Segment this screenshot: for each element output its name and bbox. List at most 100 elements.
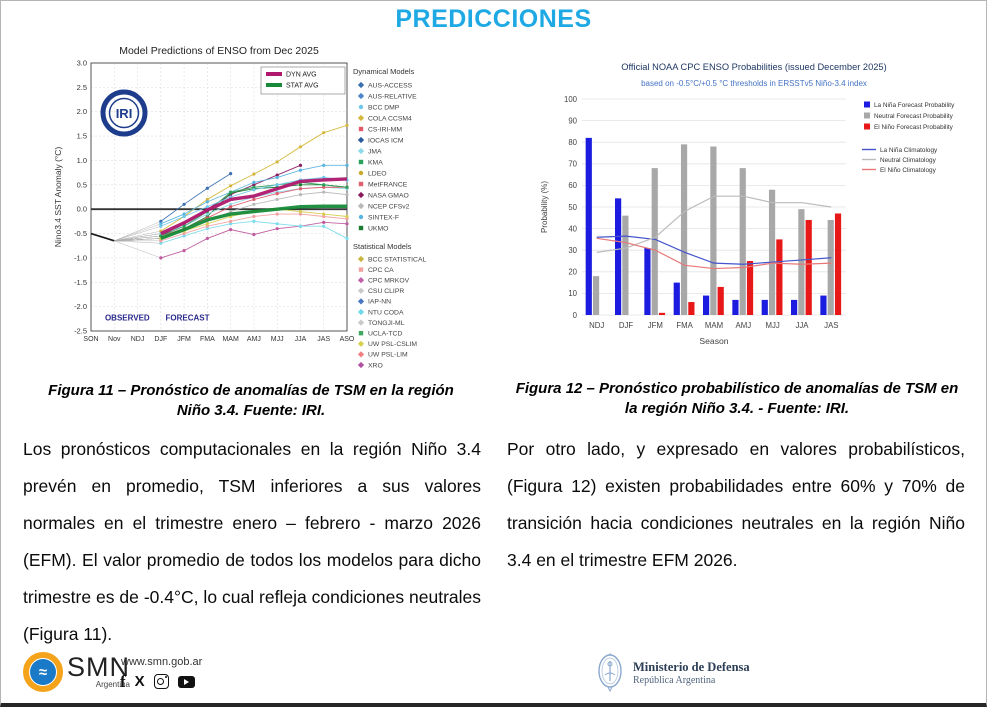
- svg-text:FMA: FMA: [676, 321, 693, 330]
- svg-text:Statistical Models: Statistical Models: [353, 242, 412, 251]
- svg-text:Nino3.4 SST Anomaly (°C): Nino3.4 SST Anomaly (°C): [53, 147, 63, 248]
- svg-text:2.0: 2.0: [77, 107, 87, 116]
- svg-text:Dynamical Models: Dynamical Models: [353, 67, 415, 76]
- svg-text:NDJ: NDJ: [131, 336, 145, 343]
- figure-12-caption: Figura 12 – Pronóstico probabilístico de…: [515, 380, 959, 418]
- smn-logo: ≈ SMN Argentina: [23, 652, 130, 692]
- svg-text:JMA: JMA: [368, 148, 382, 155]
- ministry-name: Ministerio de Defensa: [633, 660, 750, 674]
- paragraph-left: Los pronósticos computacionales en la re…: [23, 439, 481, 645]
- svg-text:MAM: MAM: [705, 321, 723, 330]
- svg-text:0.0: 0.0: [77, 205, 87, 214]
- svg-text:OBSERVED: OBSERVED: [105, 313, 150, 322]
- svg-text:10: 10: [568, 289, 577, 298]
- svg-text:MJJ: MJJ: [271, 336, 284, 343]
- figure-12-probability-chart: Official NOAA CPC ENSO Probabilities (is…: [534, 57, 974, 363]
- ministry-logo: Ministerio de Defensa República Argentin…: [595, 651, 750, 695]
- svg-text:AUS-ACCESS: AUS-ACCESS: [368, 82, 413, 89]
- svg-text:TONGJI-ML: TONGJI-ML: [368, 320, 405, 327]
- page-title: PREDICCIONES: [395, 5, 592, 33]
- svg-text:-2.0: -2.0: [74, 302, 87, 311]
- svg-text:20: 20: [568, 268, 577, 277]
- smn-logo-name: SMN: [67, 651, 130, 682]
- svg-text:DYN AVG: DYN AVG: [286, 72, 317, 79]
- svg-text:-1.5: -1.5: [74, 278, 87, 287]
- svg-text:LDEO: LDEO: [368, 170, 387, 177]
- enso-plume-svg: Model Predictions of ENSO from Dec 2025 3…: [51, 43, 457, 382]
- prob-subtitle: based on -0.5°C/+0.5 °C thresholds in ER…: [641, 79, 867, 88]
- svg-text:0: 0: [573, 311, 578, 320]
- svg-text:3.0: 3.0: [77, 59, 87, 68]
- svg-text:JJA: JJA: [796, 321, 810, 330]
- enso-probability-svg: Official NOAA CPC ENSO Probabilities (is…: [534, 57, 974, 368]
- svg-text:CPC CA: CPC CA: [368, 267, 394, 274]
- svg-text:IRI: IRI: [116, 106, 133, 121]
- smn-logo-ring-icon: ≈: [23, 652, 63, 692]
- svg-text:SON: SON: [83, 336, 98, 343]
- svg-text:-2.5: -2.5: [74, 327, 87, 336]
- svg-text:JAS: JAS: [317, 336, 330, 343]
- svg-text:2.5: 2.5: [77, 83, 87, 92]
- svg-text:Neutral Forecast Probability: Neutral Forecast Probability: [874, 113, 954, 120]
- svg-text:40: 40: [568, 224, 577, 233]
- plume-title: Model Predictions of ENSO from Dec 2025: [119, 45, 319, 57]
- svg-text:NDJ: NDJ: [589, 321, 604, 330]
- svg-text:30: 30: [568, 246, 577, 255]
- svg-text:COLA CCSM4: COLA CCSM4: [368, 115, 412, 122]
- svg-text:50: 50: [568, 203, 577, 212]
- svg-text:UW PSL-LIM: UW PSL-LIM: [368, 352, 408, 359]
- svg-text:0.5: 0.5: [77, 180, 87, 189]
- svg-text:Season: Season: [699, 336, 728, 346]
- svg-text:BCC STATISTICAL: BCC STATISTICAL: [368, 256, 427, 263]
- svg-text:DJF: DJF: [154, 336, 167, 343]
- argentina-coat-of-arms-icon: [598, 653, 622, 693]
- smn-logo-waves-icon: ≈: [30, 659, 56, 685]
- smn-logo-country: Argentina: [95, 680, 130, 690]
- smn-website-url: www.smn.gob.ar: [121, 656, 203, 668]
- svg-text:CPC MRKOV: CPC MRKOV: [368, 278, 410, 285]
- svg-text:90: 90: [568, 116, 577, 125]
- svg-text:70: 70: [568, 160, 577, 169]
- youtube-icon: [177, 675, 195, 688]
- svg-text:JAS: JAS: [824, 321, 838, 330]
- svg-text:XRO: XRO: [368, 362, 383, 369]
- svg-text:El Niño Forecast Probability: El Niño Forecast Probability: [874, 124, 954, 131]
- svg-text:CS-IRI-MM: CS-IRI-MM: [368, 126, 402, 133]
- svg-text:DJF: DJF: [619, 321, 634, 330]
- figure-11-caption: Figura 11 – Pronóstico de anomalías de T…: [48, 382, 454, 420]
- svg-text:Neutral Climatology: Neutral Climatology: [880, 157, 937, 164]
- svg-text:KMA: KMA: [368, 159, 383, 166]
- svg-text:Nov: Nov: [108, 336, 121, 343]
- svg-text:JFM: JFM: [648, 321, 663, 330]
- svg-text:-0.5: -0.5: [74, 229, 87, 238]
- facebook-icon: f: [120, 672, 126, 691]
- svg-text:JFM: JFM: [177, 336, 191, 343]
- svg-text:NASA GMAO: NASA GMAO: [368, 192, 409, 199]
- svg-text:UCLA-TCD: UCLA-TCD: [368, 331, 402, 338]
- figure-11-enso-plume-chart: Model Predictions of ENSO from Dec 2025 3…: [51, 43, 457, 377]
- svg-text:MJJ: MJJ: [766, 321, 780, 330]
- svg-text:UW PSL-CSLIM: UW PSL-CSLIM: [368, 341, 417, 348]
- svg-text:SINTEX-F: SINTEX-F: [368, 214, 399, 221]
- svg-text:FORECAST: FORECAST: [165, 313, 209, 322]
- svg-text:El Niño Climatology: El Niño Climatology: [880, 167, 937, 174]
- social-icons-row: f X: [120, 673, 195, 690]
- svg-text:AMJ: AMJ: [736, 321, 752, 330]
- svg-text:MetFRANCE: MetFRANCE: [368, 181, 408, 188]
- svg-text:FMA: FMA: [200, 336, 215, 343]
- svg-text:1.5: 1.5: [77, 132, 87, 141]
- svg-text:IAP-NN: IAP-NN: [368, 299, 391, 306]
- svg-text:JJA: JJA: [295, 336, 307, 343]
- svg-text:NCEP CFSv2: NCEP CFSv2: [368, 203, 410, 210]
- svg-text:100: 100: [564, 95, 578, 104]
- svg-text:STAT AVG: STAT AVG: [286, 83, 319, 90]
- svg-text:80: 80: [568, 138, 577, 147]
- svg-text:AMJ: AMJ: [247, 336, 261, 343]
- svg-text:BCC DMP: BCC DMP: [368, 104, 400, 111]
- svg-text:NTU CODA: NTU CODA: [368, 309, 404, 316]
- svg-text:60: 60: [568, 181, 577, 190]
- x-twitter-icon: X: [134, 673, 145, 690]
- svg-text:1.0: 1.0: [77, 156, 87, 165]
- svg-text:Probability (%): Probability (%): [540, 181, 549, 233]
